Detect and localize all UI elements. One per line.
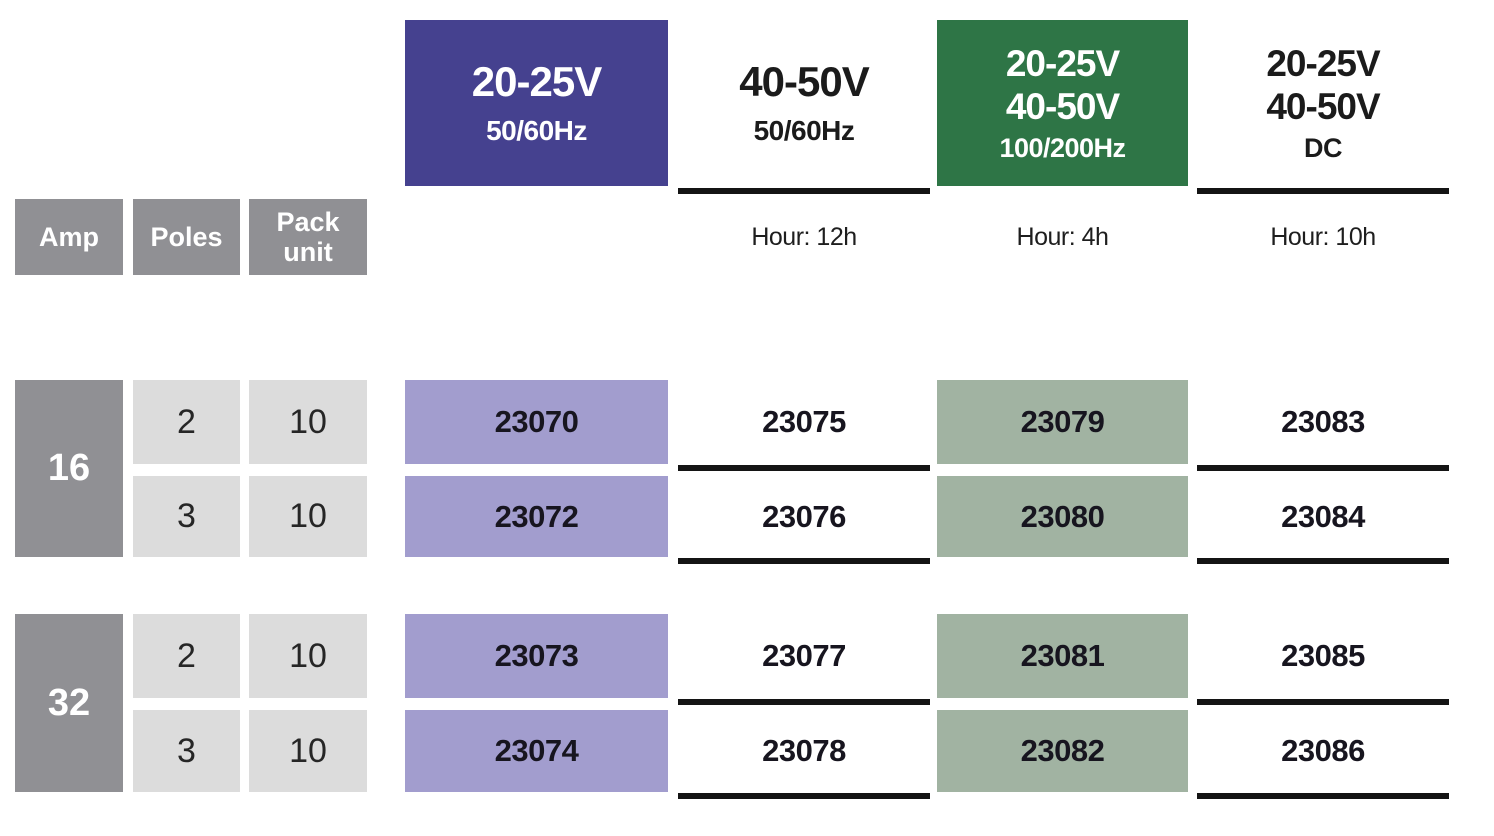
part-number-cell: 23078 — [678, 710, 930, 799]
part-number-cell: 23080 — [937, 476, 1188, 557]
hour-label: Hour: 12h — [751, 222, 857, 251]
part-number-cell: 23076 — [678, 476, 930, 564]
pack-unit-cell: 10 — [249, 380, 367, 464]
poles-cell: 3 — [133, 476, 240, 557]
voltage-label: 20-25V — [471, 58, 602, 106]
poles-cell: 3 — [133, 710, 240, 792]
hour-label: Hour: 10h — [1270, 222, 1376, 251]
pack-unit-cell: 10 — [249, 476, 367, 557]
part-number-cell: 23081 — [937, 614, 1188, 698]
amp-group-cell: 16 — [15, 380, 123, 557]
column-header-20-25v-40-50v-100-200hz: 20-25V 40-50V 100/200Hz — [937, 20, 1188, 186]
part-number-cell: 23072 — [405, 476, 668, 557]
voltage-label: 20-25V — [1005, 42, 1120, 84]
amp-group-cell: 32 — [15, 614, 123, 792]
frequency-label: 50/60Hz — [486, 114, 587, 146]
hour-label: Hour: 4h — [1016, 222, 1109, 251]
part-number-cell: 23083 — [1197, 380, 1449, 471]
part-number-cell: 23075 — [678, 380, 930, 471]
part-number-cell: 23085 — [1197, 614, 1449, 705]
part-number-cell: 23070 — [405, 380, 668, 464]
pack-unit-cell: 10 — [249, 710, 367, 792]
poles-cell: 2 — [133, 380, 240, 464]
voltage-label-2: 40-50V — [1266, 86, 1380, 128]
poles-cell: 2 — [133, 614, 240, 698]
part-number-cell: 23082 — [937, 710, 1188, 792]
frequency-label: DC — [1304, 132, 1343, 163]
part-number-cell: 23073 — [405, 614, 668, 698]
part-number-cell: 23074 — [405, 710, 668, 792]
frequency-label: 100/200Hz — [999, 132, 1126, 163]
poles-header: Poles — [133, 199, 240, 275]
voltage-label-2: 40-50V — [1005, 86, 1120, 128]
amp-header: Amp — [15, 199, 123, 275]
column-header-20-25v-50-60hz: 20-25V 50/60Hz — [405, 20, 668, 186]
pack-unit-header: Pack unit — [249, 199, 367, 275]
frequency-label: 50/60Hz — [753, 114, 855, 146]
column-header-40-50v-50-60hz: 40-50V 50/60Hz — [678, 20, 930, 194]
part-number-cell: 23079 — [937, 380, 1188, 464]
part-number-cell: 23086 — [1197, 710, 1449, 799]
voltage-label: 40-50V — [739, 58, 869, 106]
column-header-20-25v-40-50v-dc: 20-25V 40-50V DC — [1197, 20, 1449, 194]
part-number-cell: 23084 — [1197, 476, 1449, 564]
part-number-cell: 23077 — [678, 614, 930, 705]
voltage-label: 20-25V — [1266, 42, 1380, 84]
pack-unit-cell: 10 — [249, 614, 367, 698]
